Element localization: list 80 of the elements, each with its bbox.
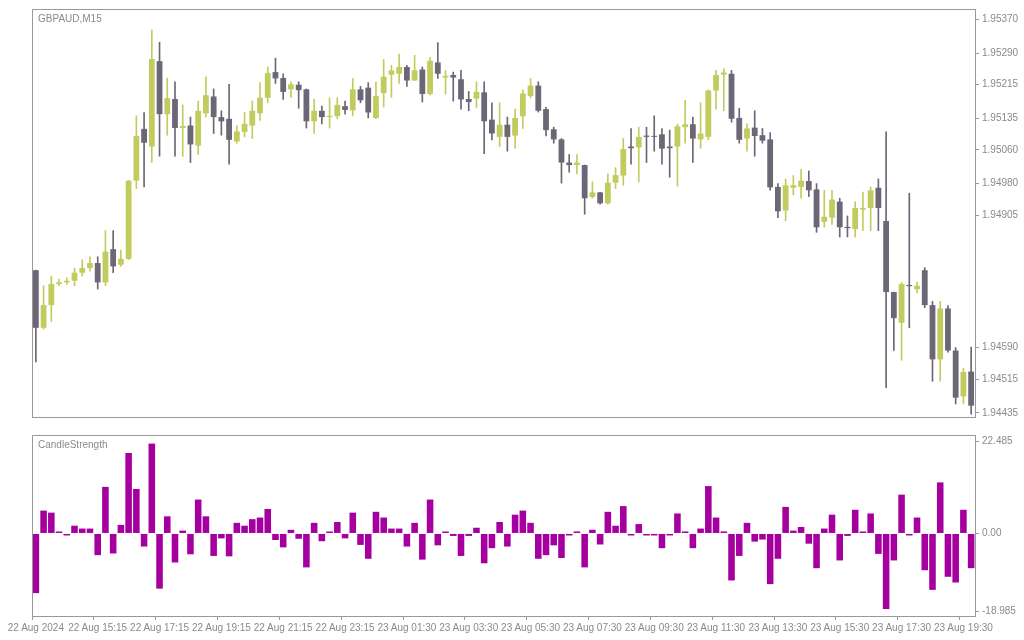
y-tick-label: 0.00 bbox=[982, 527, 1002, 539]
chart-title: CandleStrength bbox=[38, 438, 108, 450]
bar bbox=[148, 443, 156, 533]
bar bbox=[635, 524, 643, 533]
bar bbox=[171, 533, 179, 563]
candlestick bbox=[635, 126, 642, 183]
x-tick-label: 23 Aug 01:30 bbox=[377, 621, 437, 633]
bar bbox=[419, 533, 426, 560]
bar bbox=[488, 533, 496, 549]
bar bbox=[589, 529, 596, 533]
candlestick bbox=[396, 53, 403, 84]
x-tick-label: 23 Aug 07:30 bbox=[562, 621, 623, 633]
bar bbox=[511, 514, 519, 533]
y-tick-label: 1.95215 bbox=[982, 78, 1019, 90]
y-tick-label: 1.94590 bbox=[982, 341, 1019, 353]
x-tick-label: 23 Aug 09:30 bbox=[624, 621, 685, 633]
y-tick-label: 22.485 bbox=[982, 435, 1014, 447]
y-tick-label: -18.985 bbox=[982, 604, 1017, 616]
bar bbox=[774, 533, 782, 559]
bar bbox=[32, 533, 40, 594]
bar bbox=[851, 509, 859, 533]
x-tick-label: 23 Aug 15:30 bbox=[810, 621, 870, 633]
bar bbox=[187, 533, 194, 555]
candlestick bbox=[465, 91, 472, 112]
bar bbox=[967, 533, 975, 569]
x-tick-label: 22 Aug 19:15 bbox=[191, 621, 252, 633]
y-tick-label: 1.94515 bbox=[982, 372, 1019, 384]
bar bbox=[202, 516, 210, 533]
bar bbox=[349, 512, 357, 533]
bar bbox=[504, 533, 511, 547]
bar bbox=[890, 533, 898, 561]
x-tick-label: 22 Aug 17:15 bbox=[130, 621, 190, 633]
bar bbox=[403, 533, 411, 547]
bar bbox=[960, 509, 967, 533]
bar bbox=[194, 499, 202, 533]
bar bbox=[496, 522, 503, 533]
bar bbox=[581, 533, 588, 568]
bar bbox=[743, 522, 751, 533]
x-tick-label: 22 Aug 23:15 bbox=[315, 621, 375, 633]
bar bbox=[473, 527, 480, 533]
bar bbox=[156, 533, 163, 589]
bar bbox=[310, 522, 318, 533]
candlestick bbox=[860, 191, 866, 231]
candlestick bbox=[651, 115, 658, 152]
bar bbox=[936, 482, 944, 533]
x-tick-label: 22 Aug 2024 bbox=[7, 621, 65, 633]
x-tick-label: 23 Aug 03:30 bbox=[439, 621, 499, 633]
candlestick bbox=[751, 110, 758, 157]
y-tick-label: 1.95370 bbox=[982, 13, 1019, 25]
candlestick bbox=[179, 104, 186, 157]
candlestick bbox=[450, 71, 457, 102]
y-tick-label: 1.95290 bbox=[982, 46, 1019, 58]
candlestick bbox=[798, 168, 804, 199]
candlestick bbox=[682, 99, 689, 144]
candlestick bbox=[821, 189, 828, 228]
y-tick-label: 1.95135 bbox=[982, 112, 1019, 124]
bar bbox=[898, 494, 905, 533]
x-tick-label: 23 Aug 19:30 bbox=[933, 621, 994, 633]
bar bbox=[94, 533, 101, 556]
x-tick-label: 23 Aug 05:30 bbox=[501, 621, 561, 633]
bar bbox=[163, 516, 171, 533]
bar bbox=[480, 533, 488, 564]
x-tick-label: 23 Aug 17:30 bbox=[872, 621, 932, 633]
candlestick bbox=[141, 112, 147, 188]
x-tick-label: 23 Aug 11:30 bbox=[686, 621, 746, 633]
candlestick bbox=[226, 83, 232, 165]
bar bbox=[411, 522, 418, 533]
x-tick-label: 22 Aug 15:15 bbox=[68, 621, 128, 633]
y-tick-label: 1.95060 bbox=[982, 143, 1019, 155]
bar bbox=[102, 486, 109, 533]
y-tick-label: 1.94905 bbox=[982, 208, 1019, 220]
y-tick-label: 1.94435 bbox=[982, 406, 1019, 418]
candlestick bbox=[720, 68, 727, 112]
bar bbox=[689, 533, 697, 549]
x-tick-label: 23 Aug 13:30 bbox=[748, 621, 808, 633]
chart-title: GBPAUD,M15 bbox=[38, 12, 103, 24]
bar bbox=[426, 499, 434, 533]
bar bbox=[140, 533, 148, 547]
x-tick-label: 22 Aug 21:15 bbox=[253, 621, 314, 633]
y-tick-label: 1.94980 bbox=[982, 177, 1019, 189]
